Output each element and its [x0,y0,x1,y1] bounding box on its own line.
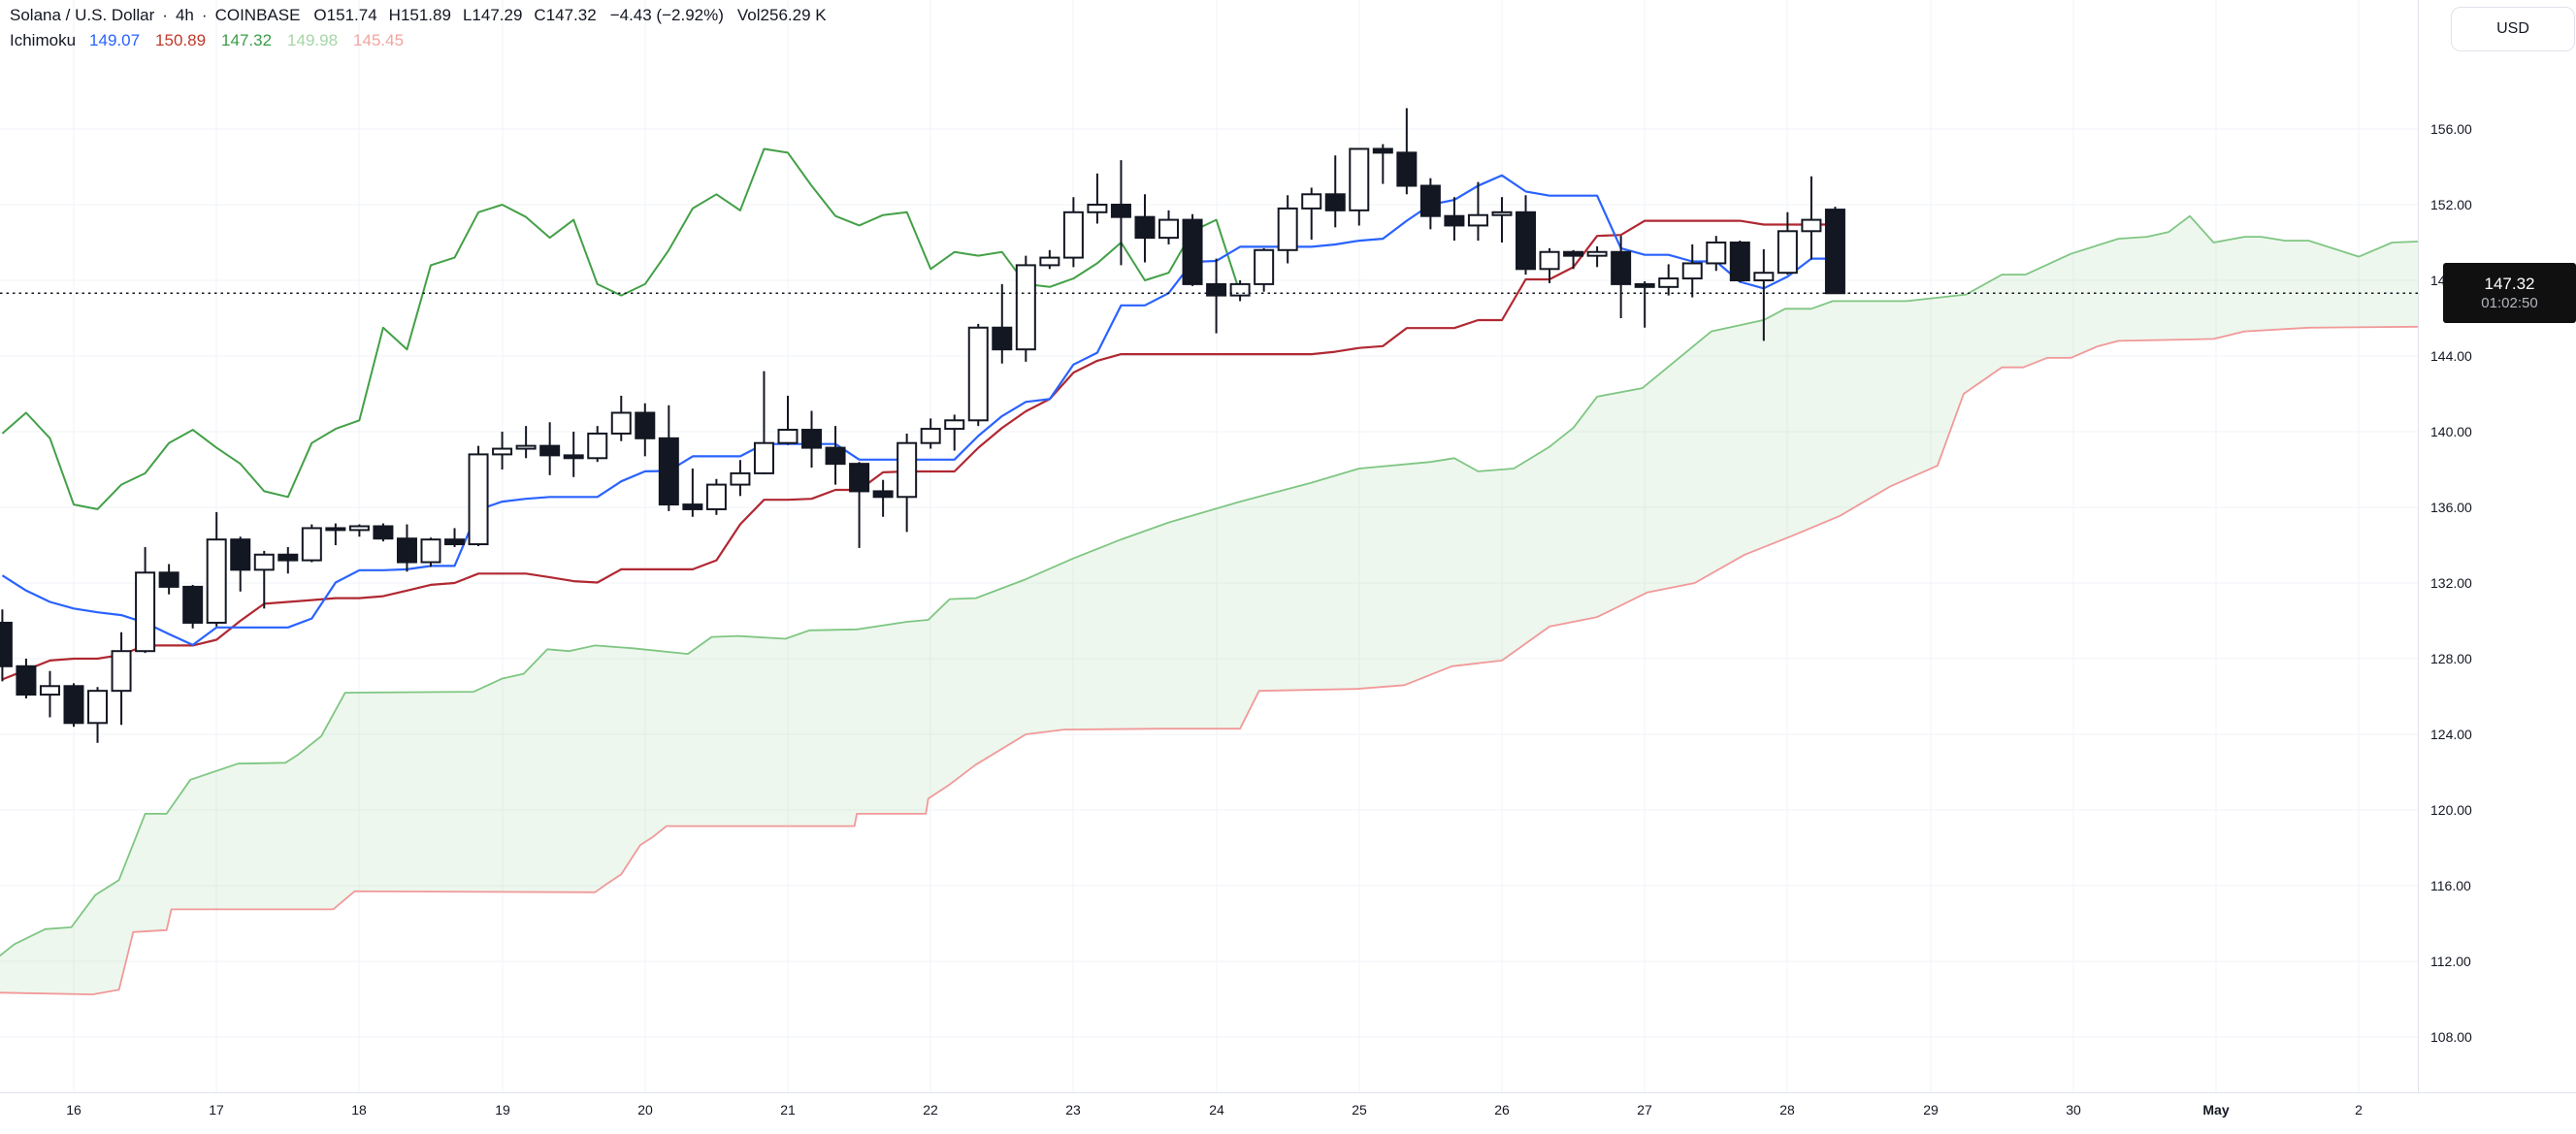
time-tick-label: 30 [2066,1102,2081,1118]
ohlc-values: O151.74 H151.89 L147.29 C147.32 [313,6,597,24]
time-tick-label: 29 [1923,1102,1939,1118]
indicator-value: 150.89 [155,31,207,49]
price-axis[interactable]: 156.00152.00148.00144.00140.00136.00132.… [2418,0,2576,1092]
time-tick-label: 24 [1209,1102,1224,1118]
time-tick-label: 27 [1637,1102,1652,1118]
change-value: −4.43 (−2.92%) [609,6,724,24]
exchange-label[interactable]: COINBASE [214,6,301,24]
price-tick-label: 128.00 [2430,651,2472,666]
indicator-value: 145.45 [353,31,405,49]
price-tick-label: 120.00 [2430,802,2472,818]
volume-label: Vol [736,6,761,24]
time-tick-label: 2 [2355,1102,2363,1118]
legend: Solana / U.S. Dollar · 4h · COINBASE O15… [10,6,827,56]
time-tick-label: 18 [351,1102,367,1118]
indicator-row[interactable]: Ichimoku 149.07 150.89 147.32 149.98 145.45 [10,31,827,56]
price-tick-label: 152.00 [2430,197,2472,212]
separator: · [162,6,168,24]
symbol-title[interactable]: Solana / U.S. Dollar [10,6,155,24]
volume-value: Vol256.29 K [737,6,827,25]
time-tick-label: 26 [1494,1102,1510,1118]
indicator-value: 147.32 [221,31,273,49]
price-tick-label: 156.00 [2430,121,2472,137]
current-price-badge: 147.32 01:02:50 [2443,263,2576,324]
price-tick-label: 144.00 [2430,348,2472,364]
price-tick-label: 112.00 [2430,954,2471,969]
time-tick-label: 22 [923,1102,938,1118]
time-axis[interactable]: 16 17 18 19 20 21 22 23 24 25 26 27 28 29 30 May 2 [0,1092,2576,1134]
price-tick-label: 108.00 [2430,1029,2472,1045]
chart-canvas[interactable] [0,0,2418,1092]
interval-label[interactable]: 4h [175,6,194,24]
price-tick-label: 132.00 [2430,575,2472,591]
time-tick-label: 21 [780,1102,796,1118]
separator: · [201,6,208,24]
time-tick-label: 19 [495,1102,510,1118]
candlestick-chart[interactable] [0,0,2418,1092]
currency-toggle-button[interactable]: USD [2451,7,2575,51]
time-tick-label: 23 [1065,1102,1081,1118]
price-tick-label: 116.00 [2430,878,2471,893]
time-tick-label: May [2202,1102,2230,1118]
current-price: 147.32 [2484,275,2535,294]
symbol-row[interactable]: Solana / U.S. Dollar · 4h · COINBASE O15… [10,6,827,31]
price-tick-label: 140.00 [2430,424,2472,439]
time-tick-label: 16 [66,1102,82,1118]
indicator-value: 149.98 [287,31,339,49]
indicator-name[interactable]: Ichimoku [10,31,77,49]
time-tick-label: 28 [1779,1102,1795,1118]
bar-countdown: 01:02:50 [2481,294,2538,311]
volume-amount: 256.29 K [760,6,827,24]
price-tick-label: 136.00 [2430,500,2472,515]
time-tick-label: 20 [637,1102,653,1118]
time-tick-label: 25 [1352,1102,1367,1118]
indicator-values: 149.07 150.89 147.32 149.98 145.45 [89,31,419,50]
indicator-value: 149.07 [89,31,141,49]
time-tick-label: 17 [209,1102,224,1118]
price-tick-label: 124.00 [2430,727,2472,742]
